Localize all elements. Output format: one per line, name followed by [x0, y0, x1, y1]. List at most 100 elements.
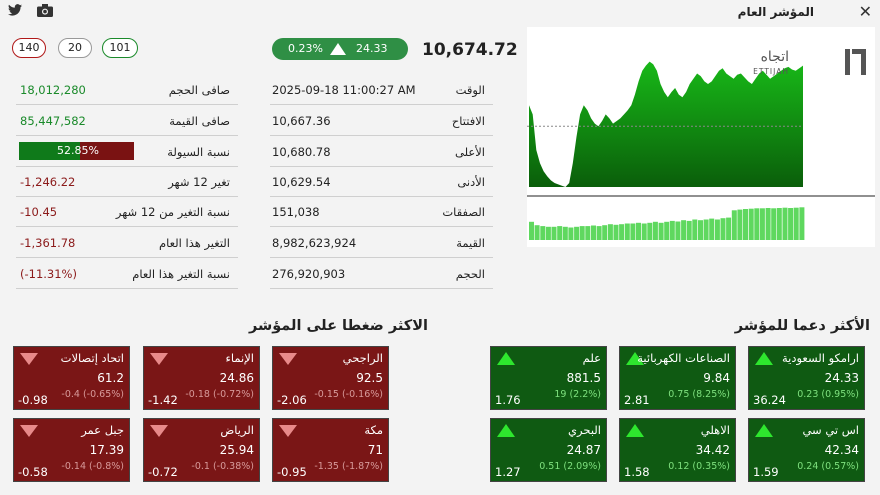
stock-tile[interactable]: الإنماء 24.86 -0.18 (-0.72%) -1.42: [143, 346, 260, 410]
stat-label: التغير هذا العام: [158, 236, 230, 250]
stock-tile[interactable]: علم 881.5 19 (2.2%) 1.76: [490, 346, 607, 410]
stock-price: 24.87: [566, 443, 601, 457]
index-impact: 1.76: [495, 393, 521, 407]
index-impact: -0.72: [148, 465, 178, 479]
detail-row: الصفقات 151,038: [270, 197, 493, 227]
volume-bar: [529, 221, 534, 240]
volume-bar: [540, 226, 546, 240]
volume-bar: [714, 219, 720, 240]
index-impact: 36.24: [753, 393, 786, 407]
stock-name: الرياض: [220, 423, 254, 437]
detail-label: القيمة: [456, 236, 485, 250]
stock-change: -0.4 (-0.65%): [61, 389, 124, 400]
index-change-points: 24.33: [356, 42, 388, 55]
volume-bar: [574, 226, 580, 240]
volume-bar: [737, 209, 743, 240]
liquidity-bar-fill: [19, 142, 80, 160]
liquidity-bar-label: 52.85%: [57, 144, 99, 157]
stat-value: 18,012,280: [20, 83, 86, 97]
stock-name: الاهلي: [700, 423, 730, 437]
index-impact: -1.42: [148, 393, 178, 407]
volume-bar: [698, 220, 703, 240]
volume-bar: [754, 208, 760, 240]
stat-value: 85,447,582: [20, 114, 86, 128]
down-arrow-icon: [279, 425, 297, 437]
volume-bar: [562, 226, 568, 240]
detail-value: 2025-09-18 11:00:27 AM: [272, 83, 416, 97]
up-arrow-icon: [626, 424, 644, 437]
stock-change: 0.24 (0.57%): [797, 461, 859, 472]
stock-change: 0.75 (8.25%): [668, 389, 730, 400]
stock-tile[interactable]: جبل عمر 17.39 -0.14 (-0.8%) -0.58: [13, 418, 130, 482]
volume-bar: [658, 222, 664, 240]
index-impact: -0.98: [18, 393, 48, 407]
index-change-pct: 0.23%: [288, 42, 323, 55]
twitter-icon[interactable]: [8, 4, 22, 20]
ettijah-logo-icon: [845, 49, 866, 75]
stock-tile[interactable]: اس تي سي 42.34 0.24 (0.57%) 1.59: [748, 418, 865, 482]
stock-name: الراجحي: [342, 351, 383, 365]
detail-value: 10,667.36: [272, 114, 331, 128]
intraday-chart[interactable]: اتجاه ETTIJAH: [527, 27, 875, 247]
detail-row: الافتتاح 10,667.36: [270, 106, 493, 136]
detail-value: 276,920,903: [272, 267, 346, 281]
volume-bar: [709, 218, 715, 240]
stock-change: 0.12 (0.35%): [668, 461, 730, 472]
volume-bar: [782, 207, 788, 240]
stock-change: -0.18 (-0.72%): [185, 389, 254, 400]
volume-bar: [585, 226, 591, 240]
stat-label: نسبة التغير من 12 شهر: [115, 205, 230, 219]
detail-value: 10,680.78: [272, 145, 331, 159]
stock-name: الإنماء: [225, 351, 254, 365]
stock-name: اس تي سي: [802, 423, 859, 437]
volume-bar: [613, 224, 619, 240]
down-arrow-icon: [20, 425, 38, 437]
stock-name: الصناعات الكهربائية: [637, 351, 730, 365]
detail-value: 10,629.54: [272, 175, 331, 189]
stock-tile[interactable]: الرياض 25.94 -0.1 (-0.38%) -0.72: [143, 418, 260, 482]
stock-change: -0.1 (-0.38%): [191, 461, 254, 472]
ettijah-logo: اتجاه ETTIJAH: [753, 49, 866, 76]
stock-tile[interactable]: البحري 24.87 0.51 (2.09%) 1.27: [490, 418, 607, 482]
stat-row: صافى الحجم 18,012,280: [16, 75, 238, 105]
stock-tile[interactable]: ارامكو السعودية 24.33 0.23 (0.95%) 36.24: [748, 346, 865, 410]
close-icon[interactable]: ✕: [858, 2, 872, 21]
volume-bar: [726, 217, 732, 240]
volume-bar: [652, 221, 658, 240]
stat-row: صافى القيمة 85,447,582: [16, 106, 238, 136]
volume-bar: [551, 226, 557, 240]
volume-bar: [776, 208, 782, 240]
stat-row: التغير هذا العام -1,361.78: [16, 228, 238, 258]
stock-tile[interactable]: الصناعات الكهربائية 9.84 0.75 (8.25%) 2.81: [619, 346, 736, 410]
volume-bar: [681, 220, 687, 240]
down-arrow-icon: [150, 425, 168, 437]
stat-row: نسبة السيولة: [16, 137, 238, 167]
stock-price: 61.2: [97, 371, 124, 385]
stock-name: ارامكو السعودية: [782, 351, 859, 365]
index-change-pill: 0.23% 24.33: [272, 38, 408, 60]
camera-icon[interactable]: [37, 4, 53, 21]
stock-tile[interactable]: مكة 71 -1.35 (-1.87%) -0.95: [272, 418, 389, 482]
stock-price: 71: [367, 443, 383, 457]
detail-label: الأدنى: [457, 175, 485, 189]
down-arrow-icon: [279, 353, 297, 365]
stock-tile[interactable]: الراجحي 92.5 -0.15 (-0.16%) -2.06: [272, 346, 389, 410]
index-impact: -0.95: [277, 465, 307, 479]
stock-change: 0.51 (2.09%): [539, 461, 601, 472]
up-arrow-icon: [755, 352, 773, 365]
stock-name: جبل عمر: [81, 423, 124, 437]
price-area: [529, 61, 803, 187]
stock-change: -0.14 (-0.8%): [61, 461, 124, 472]
up-arrow-icon: [330, 43, 346, 55]
index-impact: 1.59: [753, 465, 779, 479]
declines-count: 140: [12, 38, 46, 58]
intraday-chart-svg: اتجاه ETTIJAH: [527, 49, 875, 240]
volume-bar: [647, 222, 653, 240]
volume-bar: [630, 223, 636, 240]
index-impact: 2.81: [624, 393, 650, 407]
stock-tile[interactable]: الاهلي 34.42 0.12 (0.35%) 1.58: [619, 418, 736, 482]
stock-tile[interactable]: اتحاد إتصالات 61.2 -0.4 (-0.65%) -0.98: [13, 346, 130, 410]
stock-price: 881.5: [566, 371, 601, 385]
volume-bar: [591, 225, 596, 240]
